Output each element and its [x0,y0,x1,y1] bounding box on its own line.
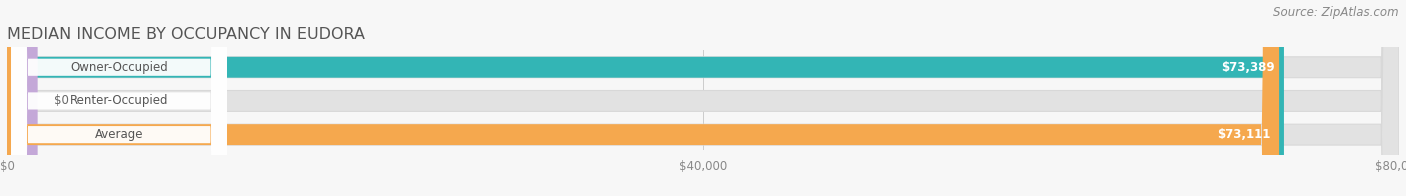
FancyBboxPatch shape [7,0,1399,196]
Text: Renter-Occupied: Renter-Occupied [70,94,169,107]
FancyBboxPatch shape [7,0,1399,196]
FancyBboxPatch shape [7,0,1399,196]
FancyBboxPatch shape [11,0,226,196]
Text: Average: Average [94,128,143,141]
Text: $73,389: $73,389 [1222,61,1275,74]
Text: Owner-Occupied: Owner-Occupied [70,61,167,74]
FancyBboxPatch shape [11,0,226,196]
FancyBboxPatch shape [7,0,1284,196]
FancyBboxPatch shape [11,0,226,196]
Text: Source: ZipAtlas.com: Source: ZipAtlas.com [1274,6,1399,19]
Text: $73,111: $73,111 [1216,128,1270,141]
FancyBboxPatch shape [7,0,1279,196]
Text: $0: $0 [55,94,69,107]
Text: MEDIAN INCOME BY OCCUPANCY IN EUDORA: MEDIAN INCOME BY OCCUPANCY IN EUDORA [7,27,366,42]
FancyBboxPatch shape [7,0,38,196]
